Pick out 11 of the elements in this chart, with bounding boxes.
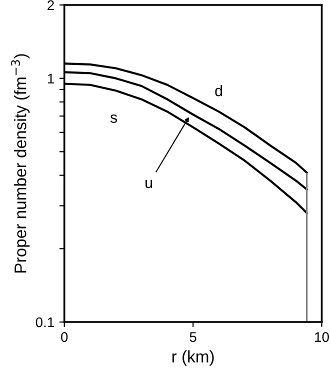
y-tick-label: 1 (48, 74, 54, 84)
y-axis-title: Proper number density (fm$^{−3}$) (11, 54, 30, 272)
x-tick-label: 5 (190, 332, 196, 342)
series-label: s (110, 114, 118, 123)
y-tick-label: 2 (48, 0, 54, 10)
y-tick-label: 0.1 (36, 317, 54, 328)
x-tick-label: 10 (315, 332, 329, 342)
annotation: u (146, 180, 152, 188)
x-tick-label: 0 (61, 332, 68, 342)
x-axis-title: r (km) (172, 350, 214, 366)
series-label: d (215, 85, 222, 96)
